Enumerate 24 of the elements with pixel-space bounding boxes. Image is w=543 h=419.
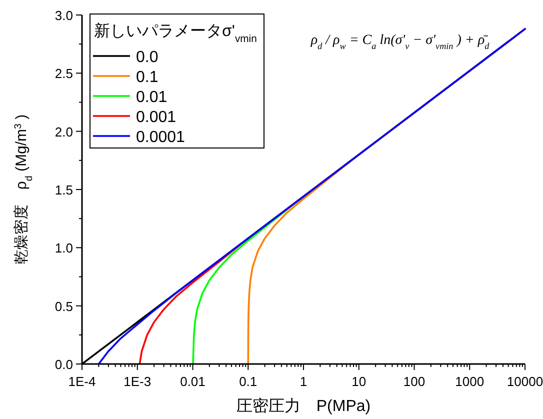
legend-label: 0.001 <box>136 109 176 126</box>
text: ρ$_{d}$ / ρ$_{w}$ = C$_{a}$ ln(σ'$_{v}$ − σ'$_{vmin}$) + ρ̄$_{d}$ <box>310 33 490 51</box>
x-tick-label: 1E-4 <box>68 374 96 389</box>
legend-title: 新しいパラメータσ'$_{vmin}$ <box>94 22 258 44</box>
x-tick-label: 100 <box>403 374 426 389</box>
y-tick-label: 1.5 <box>54 182 73 198</box>
legend-label: 0.01 <box>136 89 168 106</box>
legend-label: 0.0 <box>136 49 158 66</box>
x-axis-title: 圧密圧力 P(MPa) <box>236 397 371 415</box>
legend-label: 0.0001 <box>136 129 186 146</box>
x-tick-label: 1000 <box>455 374 484 389</box>
x-tick-label: 1 <box>300 374 308 389</box>
y-tick-label: 2.5 <box>54 66 73 82</box>
y-tick-label: 0.0 <box>54 357 73 372</box>
x-tick-label: 10000 <box>506 374 543 389</box>
x-tick-label: 0.01 <box>180 374 206 389</box>
legend-label: 0.1 <box>136 69 158 86</box>
y-tick-label: 2.0 <box>54 124 73 140</box>
x-tick-label: 1E-3 <box>124 374 152 389</box>
y-tick-label: 1.0 <box>54 240 73 256</box>
x-tick-label: 10 <box>352 374 366 389</box>
x-tick-label: 0.1 <box>239 374 258 389</box>
y-tick-label: 0.5 <box>54 298 73 314</box>
y-tick-label: 3.0 <box>54 8 73 23</box>
